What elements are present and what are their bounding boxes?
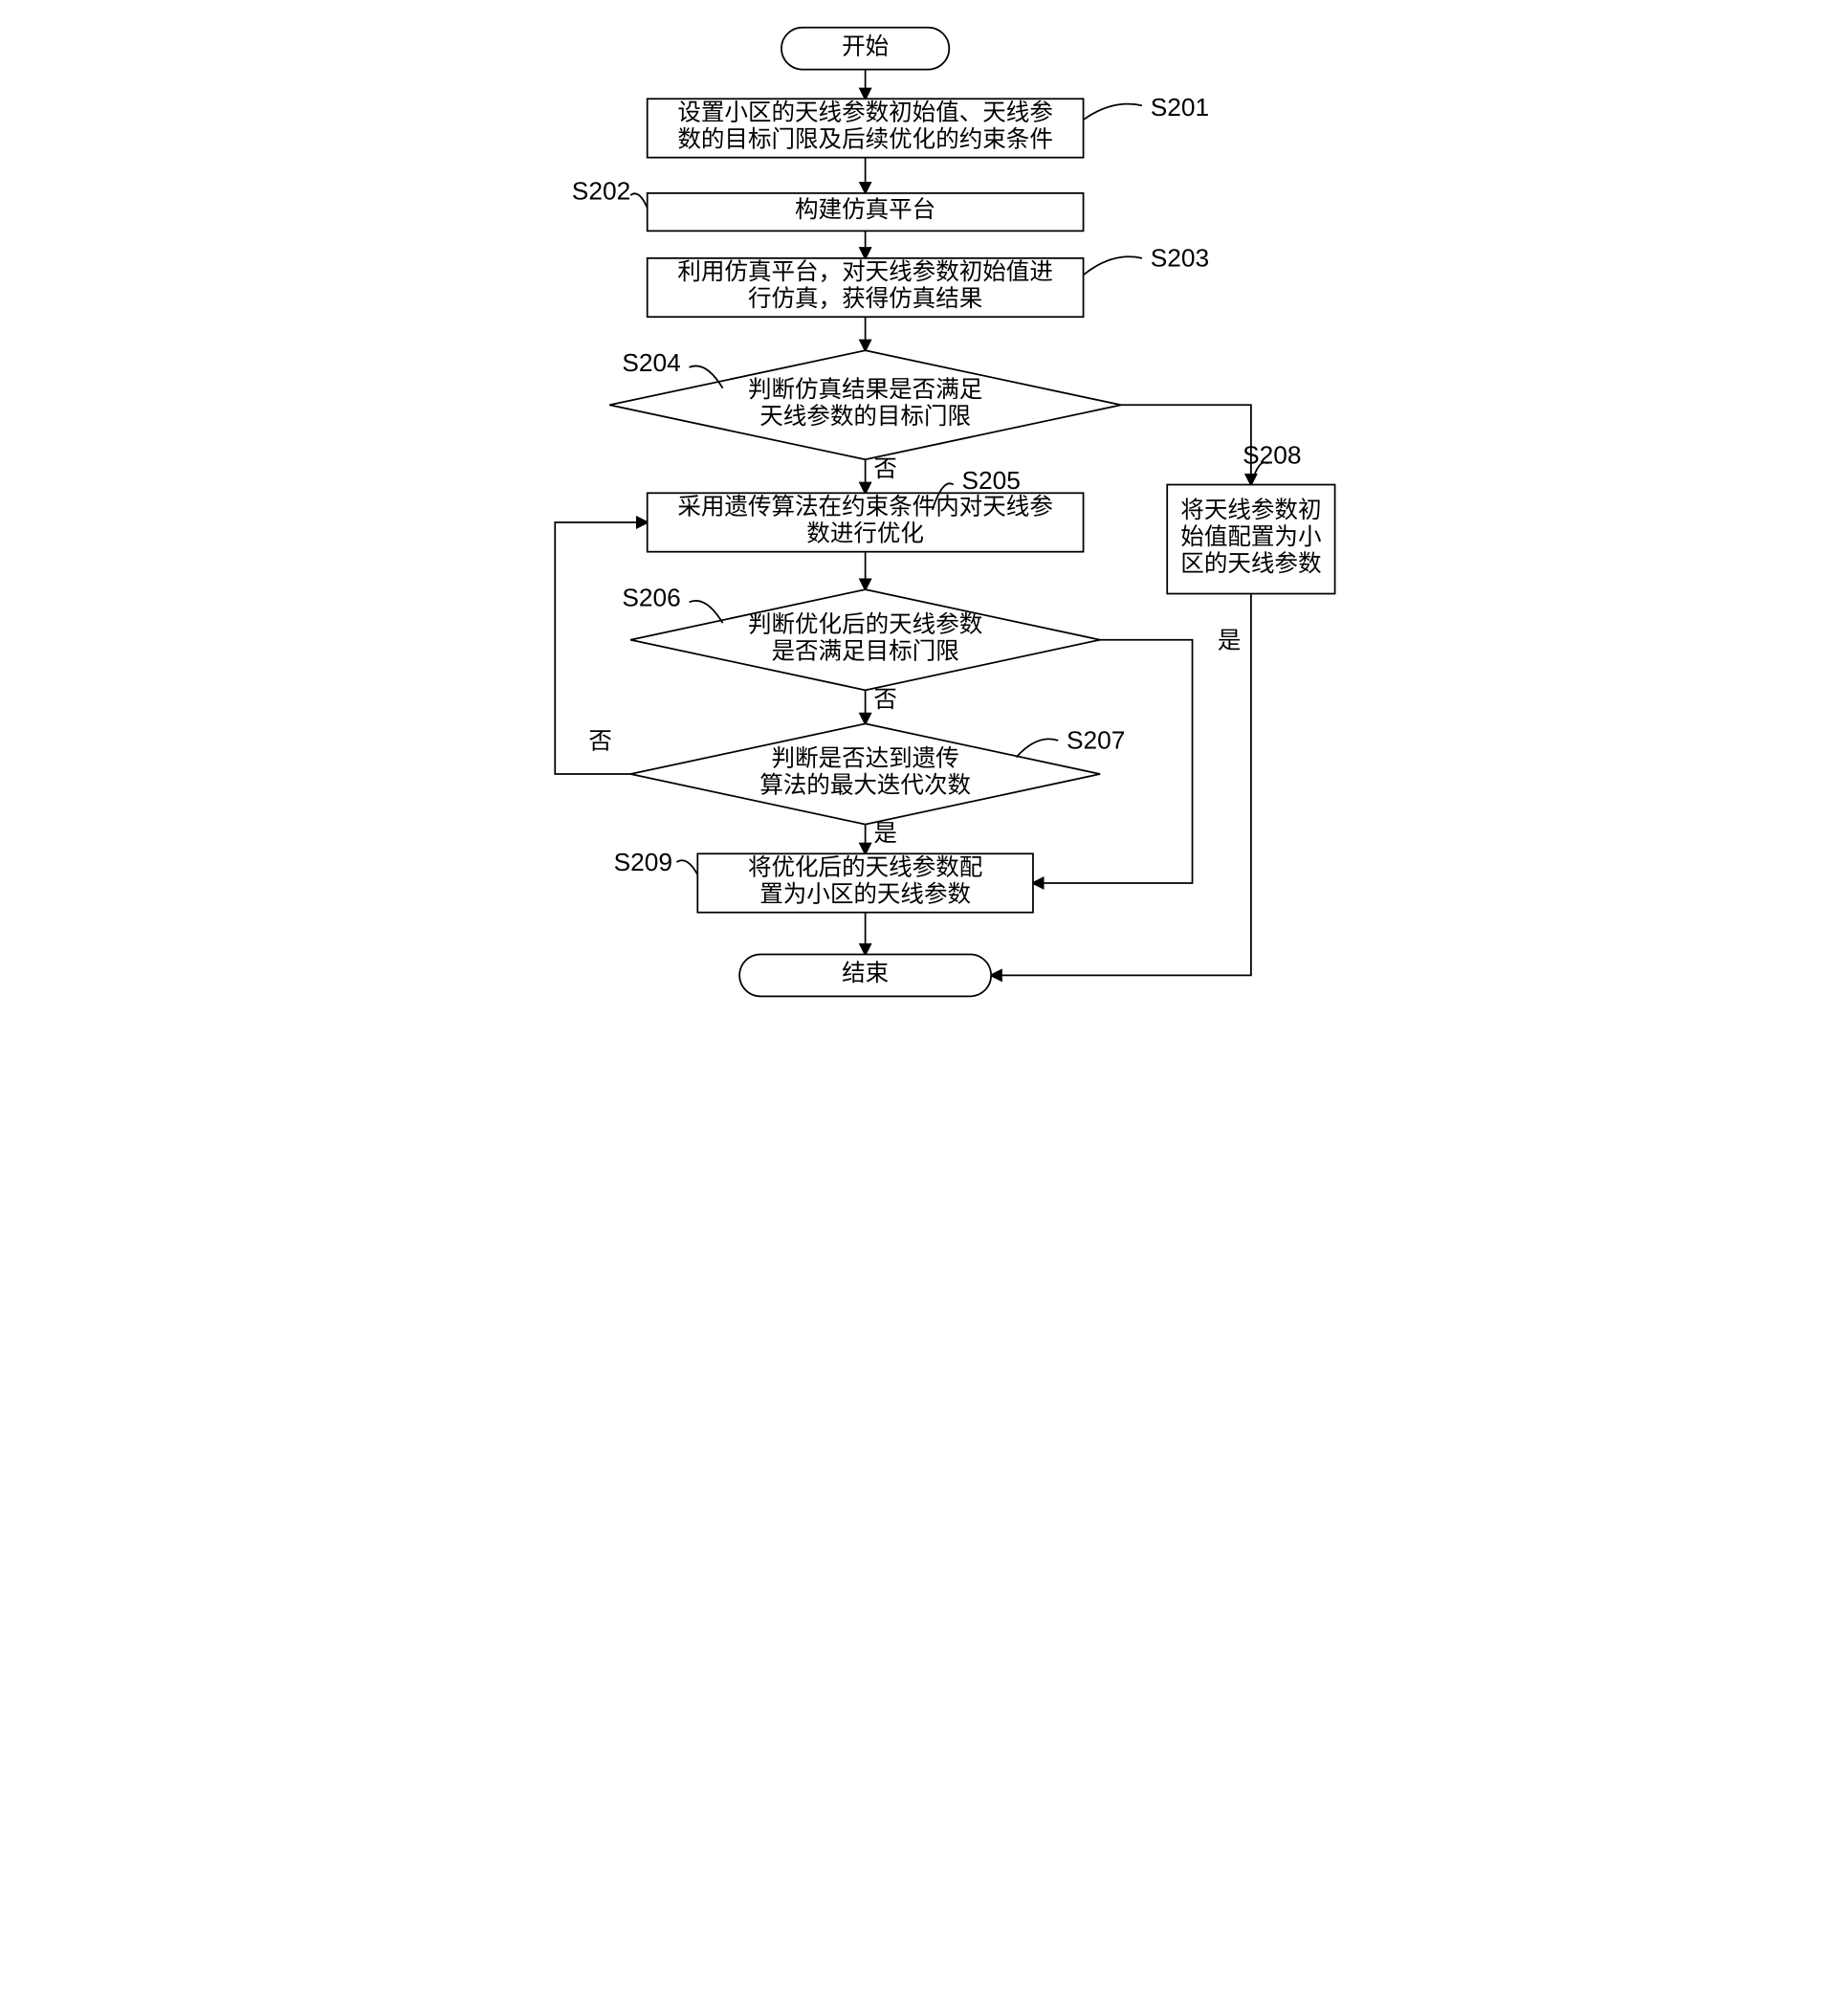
edge-label-s204_no: 否 (873, 456, 897, 482)
node-s205-line-0: 采用遗传算法在约束条件内对天线参 (677, 494, 1053, 520)
flowchart-diagram: 开始设置小区的天线参数初始值、天线参数的目标门限及后续优化的约束条件构建仿真平台… (462, 19, 1386, 1026)
node-s204-line-0: 判断仿真结果是否满足 (748, 376, 982, 403)
node-s203: 利用仿真平台，对天线参数初始值进行仿真，获得仿真结果 (648, 258, 1084, 317)
node-s206: 判断优化后的天线参数是否满足目标门限 (630, 589, 1100, 690)
node-s202-line-0: 构建仿真平台 (795, 196, 935, 223)
edge-label-s206_yes: 是 (1218, 629, 1242, 654)
node-s209-line-0: 将优化后的天线参数配 (748, 854, 982, 881)
step-label-S201: S201 (1151, 93, 1209, 122)
node-s205-line-1: 数进行优化 (806, 520, 924, 547)
node-s201-line-1: 数的目标门限及后续优化的约束条件 (677, 126, 1053, 153)
leader-S207 (1016, 739, 1058, 757)
node-s205: 采用遗传算法在约束条件内对天线参数进行优化 (648, 493, 1084, 551)
step-label-S206: S206 (622, 584, 680, 612)
node-s201-line-0: 设置小区的天线参数初始值、天线参 (677, 100, 1053, 126)
node-start-line-0: 开始 (842, 33, 889, 59)
edge-label-s207_yes: 是 (873, 821, 897, 847)
leader-S203 (1084, 256, 1142, 275)
leader-S201 (1084, 104, 1142, 121)
node-s208-line-0: 将天线参数初 (1180, 497, 1321, 523)
node-s204: 判断仿真结果是否满足天线参数的目标门限 (609, 350, 1121, 459)
node-s203-line-0: 利用仿真平台，对天线参数初始值进 (677, 258, 1053, 285)
node-s208-line-1: 始值配置为小 (1180, 523, 1321, 550)
node-start: 开始 (781, 28, 949, 70)
step-label-S202: S202 (572, 176, 630, 205)
node-s204-line-1: 天线参数的目标门限 (759, 403, 971, 430)
node-s208: 将天线参数初始值配置为小区的天线参数 (1167, 485, 1334, 594)
node-s209-line-1: 置为小区的天线参数 (759, 881, 971, 908)
node-s201: 设置小区的天线参数初始值、天线参数的目标门限及后续优化的约束条件 (648, 99, 1084, 157)
node-end-line-0: 结束 (842, 960, 889, 986)
node-s202: 构建仿真平台 (648, 193, 1084, 231)
e-s204-s208 (1121, 405, 1251, 484)
node-s207-line-1: 算法的最大迭代次数 (759, 772, 971, 799)
node-s203-line-1: 行仿真，获得仿真结果 (748, 285, 982, 312)
edge-label-s207_no: 否 (588, 729, 612, 755)
step-label-S208: S208 (1243, 441, 1301, 470)
step-label-S203: S203 (1151, 244, 1209, 273)
step-label-S204: S204 (622, 348, 680, 377)
e-s206-s209 (1033, 640, 1193, 883)
node-s206-line-0: 判断优化后的天线参数 (748, 610, 982, 637)
edge-label-s206_no: 否 (873, 687, 897, 713)
leader-S202 (630, 193, 648, 208)
step-label-S209: S209 (614, 848, 672, 876)
leader-S206 (690, 601, 723, 623)
node-s206-line-1: 是否满足目标门限 (772, 637, 959, 664)
node-s208-line-2: 区的天线参数 (1180, 550, 1321, 577)
node-s207: 判断是否达到遗传算法的最大迭代次数 (630, 723, 1100, 824)
step-label-S207: S207 (1067, 726, 1125, 755)
node-end: 结束 (739, 954, 991, 996)
leader-S209 (676, 860, 697, 874)
node-s207-line-0: 判断是否达到遗传 (772, 745, 959, 772)
node-s209: 将优化后的天线参数配置为小区的天线参数 (697, 853, 1033, 912)
step-label-S205: S205 (961, 466, 1020, 495)
